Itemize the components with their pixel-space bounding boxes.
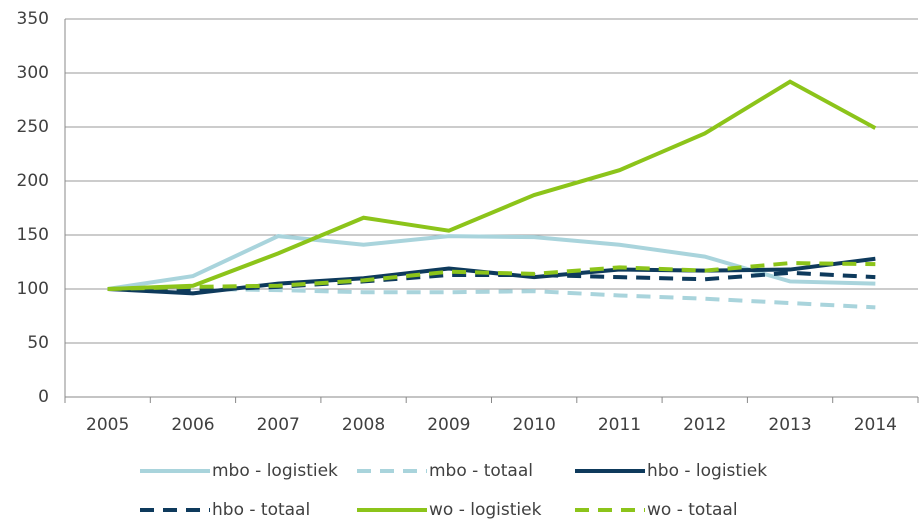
series-line (107, 79, 877, 291)
x-tick-label: 2009 (427, 415, 470, 435)
x-tick-label: 2010 (513, 415, 556, 435)
y-tick-label: 0 (38, 387, 49, 407)
legend-label: hbo - totaal (212, 500, 310, 520)
y-tick-label: 50 (27, 333, 49, 353)
y-tick-label: 250 (17, 117, 49, 137)
legend-label: hbo - logistiek (647, 461, 767, 481)
legend-label: wo - totaal (647, 500, 738, 520)
series-line (107, 261, 876, 291)
y-tick-label: 200 (17, 171, 49, 191)
x-tick-label: 2008 (342, 415, 385, 435)
x-tick-label: 2011 (598, 415, 641, 435)
x-tick-label: 2006 (171, 415, 214, 435)
series-line (107, 234, 876, 291)
x-tick-label: 2014 (854, 415, 897, 435)
series-line (107, 270, 876, 293)
y-tick-label: 300 (17, 63, 49, 83)
y-tick-label: 350 (17, 9, 49, 29)
x-tick-label: 2007 (257, 415, 300, 435)
y-tick-label: 150 (17, 225, 49, 245)
legend-label: mbo - logistiek (212, 461, 338, 481)
x-tick-label: 2013 (768, 415, 811, 435)
x-tick-label: 2012 (683, 415, 726, 435)
y-tick-label: 100 (17, 279, 49, 299)
legend-label: mbo - totaal (429, 461, 533, 481)
x-tick-label: 2005 (86, 415, 129, 435)
legend-label: wo - logistiek (429, 500, 542, 520)
